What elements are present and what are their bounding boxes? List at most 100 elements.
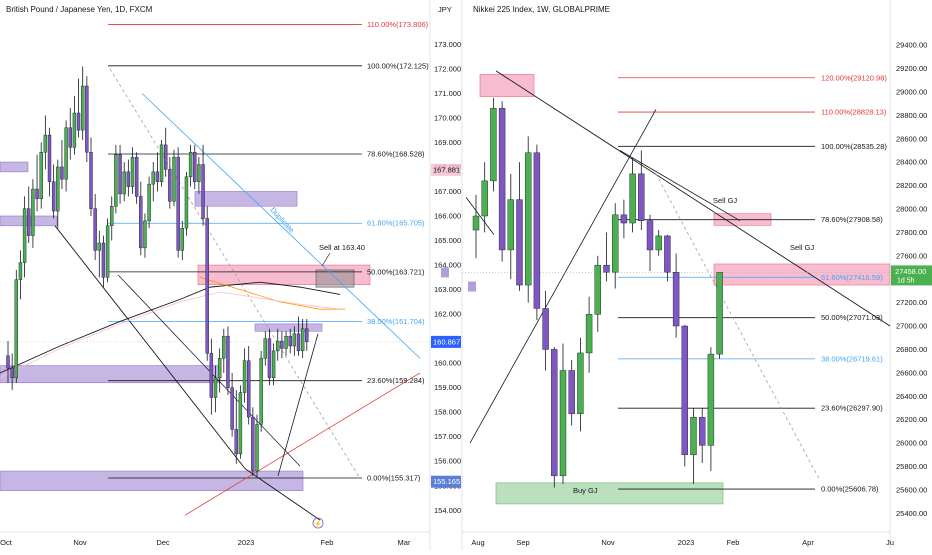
candle-body xyxy=(197,164,201,182)
left-candles xyxy=(6,66,309,476)
candle-body xyxy=(507,199,514,251)
candle-body xyxy=(305,328,309,343)
low-price-tag xyxy=(431,475,461,488)
candle-body xyxy=(629,173,636,224)
candle-body xyxy=(180,228,185,251)
fib-label: 78.60%(27908.58) xyxy=(821,215,883,224)
candle-body xyxy=(612,214,619,273)
current-price-text: 27458.00 xyxy=(895,267,926,276)
candle-body xyxy=(39,152,43,200)
fib-label: 61.80%(165.705) xyxy=(367,219,425,228)
candle-body xyxy=(168,169,172,202)
candle-body xyxy=(85,85,89,153)
candle-body xyxy=(10,367,14,379)
right-price-axis: 29400.00 29200.00 29000.00 28800.00 28600.00… xyxy=(891,41,932,518)
fib-label: 100.00%(28535.28) xyxy=(821,142,887,151)
y-tick-label: 25400.00 xyxy=(896,509,927,518)
demand-zone xyxy=(0,470,304,491)
candle-body xyxy=(251,416,255,472)
candle-body xyxy=(18,262,23,280)
fib-label: 23.60%(26297.90) xyxy=(821,404,883,413)
fib-label: 78.60%(168.528) xyxy=(367,150,425,159)
candle-body xyxy=(93,208,97,251)
y-tick-label: 27600.00 xyxy=(896,251,927,260)
candle-body xyxy=(68,127,72,148)
candle-body xyxy=(222,335,226,359)
candle-body xyxy=(672,271,680,327)
candle-body xyxy=(300,328,305,352)
dashed-channel xyxy=(655,173,821,481)
candle-body xyxy=(559,370,567,477)
y-tick-label: 26600.00 xyxy=(896,368,927,377)
x-tick-label: Dec xyxy=(156,538,170,547)
trendline xyxy=(117,274,301,467)
candle-body xyxy=(242,360,247,393)
candle-body xyxy=(699,417,706,446)
y-tick-label: 154.000 xyxy=(434,506,461,515)
y-tick-label: 172.000 xyxy=(434,64,461,73)
y-tick-label: 160.000 xyxy=(434,359,461,368)
trendline xyxy=(465,197,495,235)
y-tick-label: 26000.00 xyxy=(896,439,927,448)
left-trendlines xyxy=(0,68,430,521)
ma-100 xyxy=(0,291,341,379)
candle-body xyxy=(14,279,19,379)
duplicate-channel xyxy=(141,93,421,359)
candle-body xyxy=(130,156,135,187)
supply-zone-top xyxy=(479,74,535,97)
axis-zone-marker xyxy=(441,267,449,278)
candle-body xyxy=(690,417,697,455)
candle-body xyxy=(51,181,56,212)
x-tick-label: Nov xyxy=(601,538,615,547)
y-tick-label: 162.000 xyxy=(434,310,461,319)
sell-gj-label-2: Sell GJ xyxy=(790,243,814,252)
candle-body xyxy=(97,242,102,251)
fib-label: 0.00%(25606.78) xyxy=(821,485,879,494)
left-price-axis: 173.000172.000171.000170.000169.000168.0… xyxy=(431,40,461,515)
sell-zone-61 xyxy=(713,263,891,286)
candle-body xyxy=(655,235,662,251)
candle-body xyxy=(35,188,39,200)
dashed-channel xyxy=(109,68,361,479)
y-tick-label: 27200.00 xyxy=(896,298,927,307)
x-tick-label: Ju xyxy=(886,538,894,547)
candle-body xyxy=(110,205,114,227)
x-tick-label: 2023 xyxy=(238,538,255,547)
current-price-tag xyxy=(891,265,932,286)
candle-body xyxy=(267,338,272,379)
candle-body xyxy=(681,325,688,455)
trendline xyxy=(495,70,891,327)
x-tick-label: Apr xyxy=(802,538,814,547)
candle-body xyxy=(60,166,64,180)
right-candles xyxy=(472,97,723,488)
x-tick-label: 2023 xyxy=(678,538,695,547)
candle-body xyxy=(226,335,230,388)
sell-box xyxy=(315,269,355,288)
candle-body xyxy=(516,199,523,286)
right-y-unit-label: JPY xyxy=(438,5,452,14)
candle-body xyxy=(105,225,110,278)
y-tick-label: 173.000 xyxy=(434,40,461,49)
candle-body xyxy=(72,112,77,148)
candle-body xyxy=(234,429,238,455)
candle-body xyxy=(525,152,532,286)
right-chart-title: Nikkei 225 Index, 1W, GLOBALPRIME xyxy=(473,5,610,14)
candle-body xyxy=(707,353,715,446)
left-chart-title: British Pound / Japanese Yen, 1D, FXCM xyxy=(6,5,153,14)
candle-body xyxy=(217,358,222,379)
current-price-tag xyxy=(431,335,461,348)
left-time-axis: Oct Nov Dec 2023 Feb Mar xyxy=(0,538,411,547)
y-tick-label: 26400.00 xyxy=(896,392,927,401)
candle-body xyxy=(143,220,147,249)
y-tick-label: 25600.00 xyxy=(896,485,927,494)
zone-price-tag xyxy=(431,163,461,176)
candle-body xyxy=(542,308,549,350)
candle-body xyxy=(27,208,31,236)
y-tick-label: 28800.00 xyxy=(896,111,927,120)
trendline xyxy=(54,225,246,469)
trendline xyxy=(277,333,319,477)
right-zones xyxy=(468,74,891,505)
x-tick-label: Mar xyxy=(398,538,411,547)
x-tick-label: Oct xyxy=(0,538,13,547)
